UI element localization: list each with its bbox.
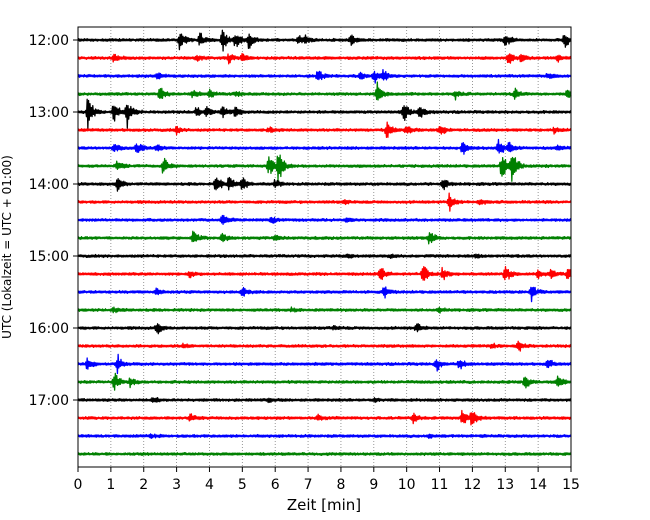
trace-1630	[77, 353, 572, 375]
x-tick-label-8: 8	[336, 477, 345, 493]
trace-1300	[77, 98, 572, 130]
trace-1415	[77, 192, 572, 212]
axis-ticks: 0 1 2 3 4 5 6 7 8 9 10 11 12 13 14 1512:0013:0014:0015:…	[29, 33, 580, 493]
trace-1215	[77, 52, 572, 65]
y-tick-label-2: 14:00	[29, 177, 69, 193]
x-tick-label-10: 10	[398, 477, 416, 493]
x-tick-label-1: 1	[106, 477, 115, 493]
x-tick-label-4: 4	[205, 477, 214, 493]
trace-1315	[77, 121, 572, 138]
trace-1745	[77, 451, 572, 457]
x-tick-label-0: 0	[74, 477, 83, 493]
x-tick-label-2: 2	[139, 477, 148, 493]
trace-1600	[77, 323, 572, 335]
trace-1445	[77, 230, 572, 245]
trace-1515	[77, 265, 572, 281]
trace-series	[77, 29, 572, 457]
trace-1645	[77, 372, 572, 391]
y-tick-label-3: 15:00	[29, 249, 69, 265]
x-tick-label-3: 3	[172, 477, 181, 493]
trace-1530	[77, 286, 572, 303]
trace-1245	[77, 81, 572, 101]
y-tick-label-1: 13:00	[29, 105, 69, 121]
x-tick-label-13: 13	[496, 477, 514, 493]
x-tick-label-12: 12	[463, 477, 481, 493]
trace-1345	[77, 154, 572, 182]
trace-1500	[77, 253, 572, 259]
x-tick-label-7: 7	[304, 477, 313, 493]
x-axis-title: Zeit [min]	[287, 496, 361, 514]
y-tick-label-4: 16:00	[29, 321, 69, 337]
x-tick-label-9: 9	[369, 477, 378, 493]
x-tick-label-14: 14	[529, 477, 547, 493]
trace-1730	[77, 433, 572, 440]
trace-1230	[77, 69, 572, 84]
trace-1700	[77, 397, 572, 404]
x-tick-label-15: 15	[562, 477, 580, 493]
grid-lines	[110, 27, 539, 467]
trace-1430	[77, 214, 572, 225]
y-tick-label-0: 12:00	[29, 33, 69, 49]
trace-1200	[77, 29, 572, 52]
y-tick-label-5: 17:00	[29, 393, 69, 409]
x-tick-label-11: 11	[431, 477, 449, 493]
plot-frame	[77, 26, 572, 468]
trace-1545	[77, 306, 572, 314]
trace-1330	[77, 138, 572, 155]
trace-1400	[77, 176, 572, 192]
y-axis-title: UTC (Lokalzeit = UTC + 01:00)	[0, 155, 14, 339]
x-tick-label-5: 5	[238, 477, 247, 493]
trace-1715	[77, 409, 572, 426]
x-tick-label-6: 6	[271, 477, 280, 493]
trace-1615	[77, 340, 572, 352]
